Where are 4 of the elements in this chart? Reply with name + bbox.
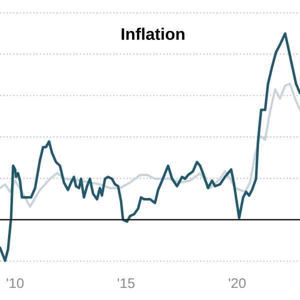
x-tick-label: '15 xyxy=(118,278,135,288)
x-tick-label: '20 xyxy=(228,278,246,288)
chart-title: Inflation xyxy=(122,28,184,40)
x-tick-label: '10 xyxy=(6,278,24,288)
